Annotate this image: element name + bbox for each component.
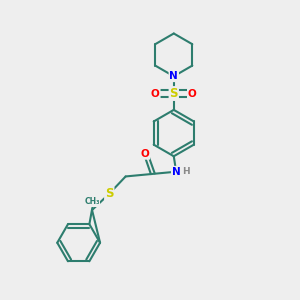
- Text: CH₃: CH₃: [85, 197, 100, 206]
- Text: O: O: [188, 88, 197, 98]
- Text: S: S: [169, 87, 178, 100]
- Text: N: N: [172, 167, 181, 177]
- Text: N: N: [169, 71, 178, 81]
- Text: O: O: [151, 88, 160, 98]
- Text: O: O: [141, 149, 149, 159]
- Text: H: H: [182, 167, 190, 176]
- Text: S: S: [105, 187, 113, 200]
